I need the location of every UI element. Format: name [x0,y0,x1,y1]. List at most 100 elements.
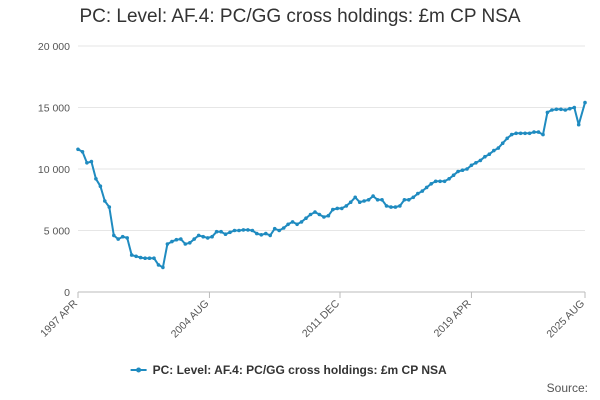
data-point[interactable] [210,234,214,239]
data-point[interactable] [228,230,232,235]
data-point[interactable] [241,228,246,232]
data-point[interactable] [572,105,577,110]
data-point[interactable] [389,205,393,209]
data-point[interactable] [536,130,541,134]
data-point[interactable] [250,228,255,233]
data-point[interactable] [353,195,358,200]
data-point[interactable] [161,265,165,270]
data-point[interactable] [138,255,143,260]
data-point[interactable] [259,233,264,237]
data-point[interactable] [478,158,483,163]
data-point[interactable] [107,205,112,209]
data-point[interactable] [116,237,120,241]
data-point[interactable] [492,148,496,153]
data-point[interactable] [433,179,438,184]
data-point[interactable] [134,254,138,259]
data-point[interactable] [411,195,416,200]
data-point[interactable] [299,220,304,224]
data-point[interactable] [268,233,273,238]
data-point[interactable] [500,141,505,145]
data-point[interactable] [483,154,487,159]
data-point[interactable] [518,131,523,136]
data-point[interactable] [550,108,554,112]
data-point[interactable] [331,207,335,212]
data-point[interactable] [125,236,129,240]
legend-label[interactable]: PC: Level: AF.4: PC/GG cross holdings: £… [153,363,447,377]
data-point[interactable] [308,212,313,217]
data-point[interactable] [554,107,559,112]
data-point[interactable] [322,215,326,219]
data-point[interactable] [532,130,536,134]
data-point[interactable] [429,182,434,186]
data-point[interactable] [277,228,282,233]
data-point[interactable] [165,242,170,246]
data-point[interactable] [456,169,460,174]
data-point[interactable] [398,204,402,208]
data-point[interactable] [469,163,474,168]
data-point[interactable] [286,222,290,227]
data-point[interactable] [344,204,349,208]
data-point[interactable] [264,231,268,236]
data-point[interactable] [295,222,299,227]
data-point[interactable] [214,229,219,234]
data-point[interactable] [541,132,545,137]
data-point[interactable] [527,131,532,136]
data-point[interactable] [188,241,192,245]
data-point[interactable] [509,132,514,137]
data-point[interactable] [380,198,384,202]
data-point[interactable] [223,232,228,236]
data-point[interactable] [156,263,161,267]
data-point[interactable] [89,159,94,164]
data-point[interactable] [447,177,451,181]
data-point[interactable] [281,226,286,230]
data-point[interactable] [94,177,98,181]
data-point[interactable] [514,131,518,136]
data-point[interactable] [147,256,152,261]
data-point[interactable] [272,226,277,231]
data-point[interactable] [232,228,237,233]
data-point[interactable] [407,198,411,202]
data-point[interactable] [442,179,447,184]
data-point[interactable] [460,168,465,172]
data-point[interactable] [152,256,156,261]
data-point[interactable] [420,189,425,193]
legend[interactable]: PC: Level: AF.4: PC/GG cross holdings: £… [130,363,447,377]
data-point[interactable] [465,167,469,171]
data-point[interactable] [143,256,147,261]
data-point[interactable] [357,200,362,204]
data-point[interactable] [474,161,478,165]
data-point[interactable] [335,206,340,211]
data-point[interactable] [192,237,196,241]
data-point[interactable] [80,150,85,154]
data-point[interactable] [246,228,250,232]
data-point[interactable] [424,185,429,190]
data-point[interactable] [384,204,389,208]
data-point[interactable] [375,198,380,202]
data-point[interactable] [568,106,572,111]
data-point[interactable] [496,146,501,150]
data-point[interactable] [576,122,581,127]
data-point[interactable] [205,236,210,240]
data-point[interactable] [416,191,420,196]
data-point[interactable] [103,199,107,203]
data-point[interactable] [326,213,331,218]
data-point[interactable] [402,198,407,202]
data-point[interactable] [371,194,375,198]
data-point[interactable] [112,233,116,238]
data-point[interactable] [179,237,183,241]
data-point[interactable] [237,228,241,233]
data-point[interactable] [317,212,322,217]
data-point[interactable] [219,229,223,234]
data-point[interactable] [183,242,188,246]
data-point[interactable] [340,206,344,211]
data-point[interactable] [170,239,174,244]
data-point[interactable] [505,136,510,141]
data-point[interactable] [196,233,201,238]
data-point[interactable] [201,234,205,239]
data-point[interactable] [304,216,308,220]
data-point[interactable] [393,205,398,209]
data-point[interactable] [85,161,89,165]
data-point[interactable] [313,210,317,214]
data-point[interactable] [438,179,442,184]
series-line[interactable] [77,102,586,269]
